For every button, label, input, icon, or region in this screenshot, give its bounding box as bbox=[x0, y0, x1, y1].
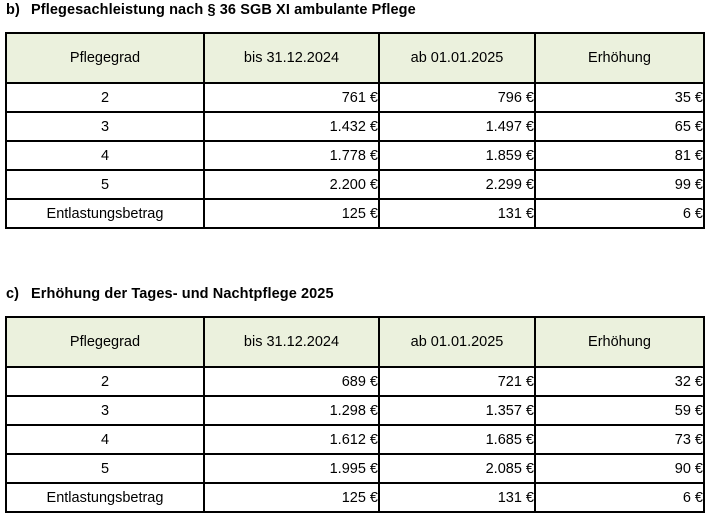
section-b-letter: b) bbox=[6, 2, 20, 18]
amount-bis-2024-cell: 761 € bbox=[203, 82, 380, 113]
amount-bis-2024-cell: 1.298 € bbox=[203, 395, 380, 426]
column-header-bis-2024: bis 31.12.2024 bbox=[203, 32, 380, 84]
amount-bis-2024-cell: 125 € bbox=[203, 198, 380, 229]
section-b-title: Pflegesachleistung nach § 36 SGB XI ambu… bbox=[31, 2, 416, 18]
table-row: 3 1.432 € 1.497 € 65 € bbox=[5, 111, 705, 142]
table-header-row: Pflegegrad bis 31.12.2024 ab 01.01.2025 … bbox=[5, 316, 705, 368]
increase-cell: 35 € bbox=[534, 82, 705, 113]
tages-nachtpflege-table: Pflegegrad bis 31.12.2024 ab 01.01.2025 … bbox=[5, 316, 705, 513]
pflegegrad-cell: 5 bbox=[5, 169, 205, 200]
increase-cell: 90 € bbox=[534, 453, 705, 484]
table-row: 4 1.778 € 1.859 € 81 € bbox=[5, 140, 705, 171]
section-c-letter: c) bbox=[6, 286, 20, 302]
increase-cell: 59 € bbox=[534, 395, 705, 426]
pflegesachleistung-table: Pflegegrad bis 31.12.2024 ab 01.01.2025 … bbox=[5, 32, 705, 229]
amount-bis-2024-cell: 1.612 € bbox=[203, 424, 380, 455]
amount-ab-2025-cell: 2.085 € bbox=[378, 453, 536, 484]
pflegegrad-cell: 3 bbox=[5, 111, 205, 142]
table-row: 3 1.298 € 1.357 € 59 € bbox=[5, 395, 705, 426]
table-row: 2 761 € 796 € 35 € bbox=[5, 82, 705, 113]
amount-ab-2025-cell: 2.299 € bbox=[378, 169, 536, 200]
table-row: 4 1.612 € 1.685 € 73 € bbox=[5, 424, 705, 455]
amount-bis-2024-cell: 1.432 € bbox=[203, 111, 380, 142]
increase-cell: 6 € bbox=[534, 482, 705, 513]
column-header-erhoehung: Erhöhung bbox=[534, 316, 705, 368]
table-header-row: Pflegegrad bis 31.12.2024 ab 01.01.2025 … bbox=[5, 32, 705, 84]
amount-bis-2024-cell: 689 € bbox=[203, 366, 380, 397]
amount-ab-2025-cell: 131 € bbox=[378, 482, 536, 513]
amount-ab-2025-cell: 1.497 € bbox=[378, 111, 536, 142]
table-row: 5 1.995 € 2.085 € 90 € bbox=[5, 453, 705, 484]
pflegegrad-cell: 5 bbox=[5, 453, 205, 484]
increase-cell: 32 € bbox=[534, 366, 705, 397]
amount-bis-2024-cell: 125 € bbox=[203, 482, 380, 513]
entlastungsbetrag-cell: Entlastungsbetrag bbox=[5, 482, 205, 513]
column-header-pflegegrad: Pflegegrad bbox=[5, 32, 205, 84]
amount-ab-2025-cell: 721 € bbox=[378, 366, 536, 397]
column-header-pflegegrad: Pflegegrad bbox=[5, 316, 205, 368]
pflegegrad-cell: 4 bbox=[5, 140, 205, 171]
amount-ab-2025-cell: 796 € bbox=[378, 82, 536, 113]
pflegegrad-cell: 2 bbox=[5, 366, 205, 397]
table-row: Entlastungsbetrag 125 € 131 € 6 € bbox=[5, 482, 705, 513]
increase-cell: 65 € bbox=[534, 111, 705, 142]
amount-ab-2025-cell: 1.859 € bbox=[378, 140, 536, 171]
increase-cell: 99 € bbox=[534, 169, 705, 200]
increase-cell: 73 € bbox=[534, 424, 705, 455]
increase-cell: 6 € bbox=[534, 198, 705, 229]
pflegegrad-cell: 3 bbox=[5, 395, 205, 426]
column-header-ab-2025: ab 01.01.2025 bbox=[378, 316, 536, 368]
amount-ab-2025-cell: 1.685 € bbox=[378, 424, 536, 455]
section-c-title: Erhöhung der Tages- und Nachtpflege 2025 bbox=[31, 286, 334, 302]
amount-bis-2024-cell: 1.778 € bbox=[203, 140, 380, 171]
column-header-ab-2025: ab 01.01.2025 bbox=[378, 32, 536, 84]
pflegegrad-cell: 2 bbox=[5, 82, 205, 113]
increase-cell: 81 € bbox=[534, 140, 705, 171]
amount-bis-2024-cell: 1.995 € bbox=[203, 453, 380, 484]
table-row: 2 689 € 721 € 32 € bbox=[5, 366, 705, 397]
section-c-heading: c) Erhöhung der Tages- und Nachtpflege 20… bbox=[6, 286, 334, 302]
column-header-bis-2024: bis 31.12.2024 bbox=[203, 316, 380, 368]
pflegegrad-cell: 4 bbox=[5, 424, 205, 455]
column-header-erhoehung: Erhöhung bbox=[534, 32, 705, 84]
amount-ab-2025-cell: 1.357 € bbox=[378, 395, 536, 426]
table-row: Entlastungsbetrag 125 € 131 € 6 € bbox=[5, 198, 705, 229]
amount-bis-2024-cell: 2.200 € bbox=[203, 169, 380, 200]
entlastungsbetrag-cell: Entlastungsbetrag bbox=[5, 198, 205, 229]
table-row: 5 2.200 € 2.299 € 99 € bbox=[5, 169, 705, 200]
amount-ab-2025-cell: 131 € bbox=[378, 198, 536, 229]
section-b-heading: b) Pflegesachleistung nach § 36 SGB XI am… bbox=[6, 2, 416, 18]
